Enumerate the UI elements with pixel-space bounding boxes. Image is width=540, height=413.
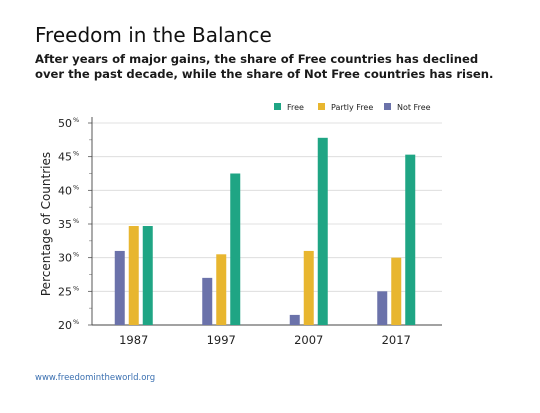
bar-free-1987 [142, 226, 153, 325]
chart-subtitle: After years of major gains, the share of… [35, 52, 494, 81]
bar-not-free-2007 [289, 314, 300, 325]
y-tick-suffix: % [73, 183, 79, 191]
legend-label-free: Free [287, 103, 304, 112]
bar-partly-free-1997 [216, 254, 227, 325]
y-tick-suffix: % [73, 217, 79, 225]
bar-free-2017 [405, 154, 416, 325]
x-tick-label: 2017 [382, 333, 411, 347]
legend-label-partly-free: Partly Free [331, 103, 373, 112]
chart-title: Freedom in the Balance [35, 23, 272, 47]
legend-swatch-not-free [384, 103, 391, 110]
y-axis-label: Percentage of Countries [39, 152, 53, 296]
y-tick-suffix: % [73, 116, 79, 124]
legend-swatch-partly-free [318, 103, 325, 110]
bar-free-1997 [230, 173, 241, 325]
bar-not-free-2017 [377, 291, 388, 325]
bar-partly-free-2017 [391, 257, 402, 325]
bar-partly-free-2007 [303, 250, 314, 325]
x-tick-label: 1997 [207, 333, 236, 347]
y-tick-label: 45 [58, 151, 72, 164]
legend-label-not-free: Not Free [397, 103, 431, 112]
y-tick-label: 25 [58, 285, 72, 298]
y-tick-label: 30 [58, 252, 72, 265]
y-tick-suffix: % [73, 284, 79, 292]
bar-not-free-1997 [202, 277, 213, 325]
y-tick-suffix: % [73, 251, 79, 259]
y-tick-label: 50 [58, 117, 72, 130]
bar-partly-free-1987 [128, 226, 139, 325]
y-tick-label: 20 [58, 319, 72, 332]
y-tick-label: 35 [58, 218, 72, 231]
bar-not-free-1987 [114, 250, 125, 325]
y-tick-suffix: % [73, 150, 79, 158]
source-link[interactable]: www.freedomintheworld.org [35, 373, 156, 383]
y-tick-label: 40 [58, 184, 72, 197]
legend-swatch-free [274, 103, 281, 110]
bar-free-2007 [317, 137, 328, 325]
x-tick-label: 2007 [294, 333, 323, 347]
x-tick-label: 1987 [119, 333, 148, 347]
y-tick-suffix: % [73, 318, 79, 326]
